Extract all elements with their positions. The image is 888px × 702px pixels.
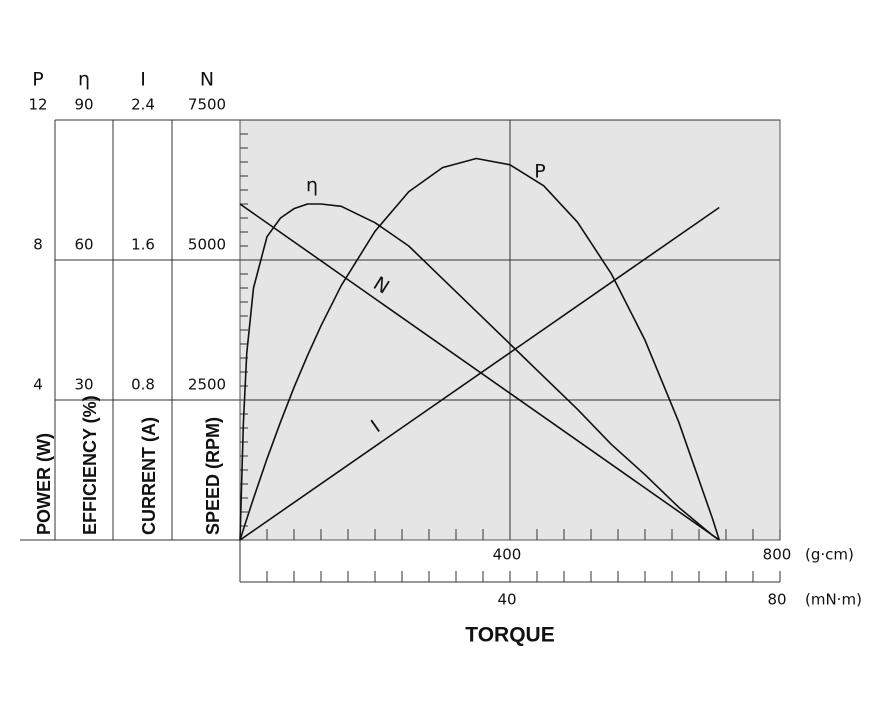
y-axis-title: POWER (W)	[34, 433, 54, 535]
x-axis-unit: (g·cm)	[805, 546, 854, 564]
curve-label: η	[306, 175, 318, 197]
curve	[239, 157, 721, 541]
x-tick-label: 80	[767, 591, 786, 609]
x-tick-label: 800	[763, 546, 792, 564]
y-tick-label: 2.4	[131, 96, 155, 114]
y-tick-label: 1.6	[131, 236, 155, 254]
curve	[239, 206, 720, 541]
y-axis-title: CURRENT (A)	[139, 417, 159, 535]
curve-label: P	[534, 161, 545, 183]
axis-symbol: P	[32, 69, 43, 91]
x-tick-label: 400	[493, 546, 522, 564]
y-tick-label: 2500	[188, 376, 226, 394]
y-tick-label: 30	[74, 376, 93, 394]
y-tick-label: 90	[74, 96, 93, 114]
curve	[239, 203, 720, 541]
y-tick-label: 8	[33, 236, 43, 254]
axis-symbol: η	[78, 69, 90, 91]
chart-title: TORQUE	[465, 624, 554, 647]
x-axis-unit: (mN·m)	[805, 591, 862, 609]
y-axis-title: EFFICIENCY (%)	[80, 395, 100, 535]
y-tick-label: 7500	[188, 96, 226, 114]
y-axis-title: SPEED (RPM)	[203, 417, 223, 535]
y-tick-label: 12	[28, 96, 47, 114]
y-tick-label: 5000	[188, 236, 226, 254]
y-tick-label: 60	[74, 236, 93, 254]
y-tick-label: 0.8	[131, 376, 155, 394]
axis-symbol: N	[200, 69, 214, 91]
x-tick-label: 40	[497, 591, 516, 609]
curve	[239, 203, 720, 541]
axis-symbol: I	[140, 69, 146, 91]
y-tick-label: 4	[33, 376, 43, 394]
